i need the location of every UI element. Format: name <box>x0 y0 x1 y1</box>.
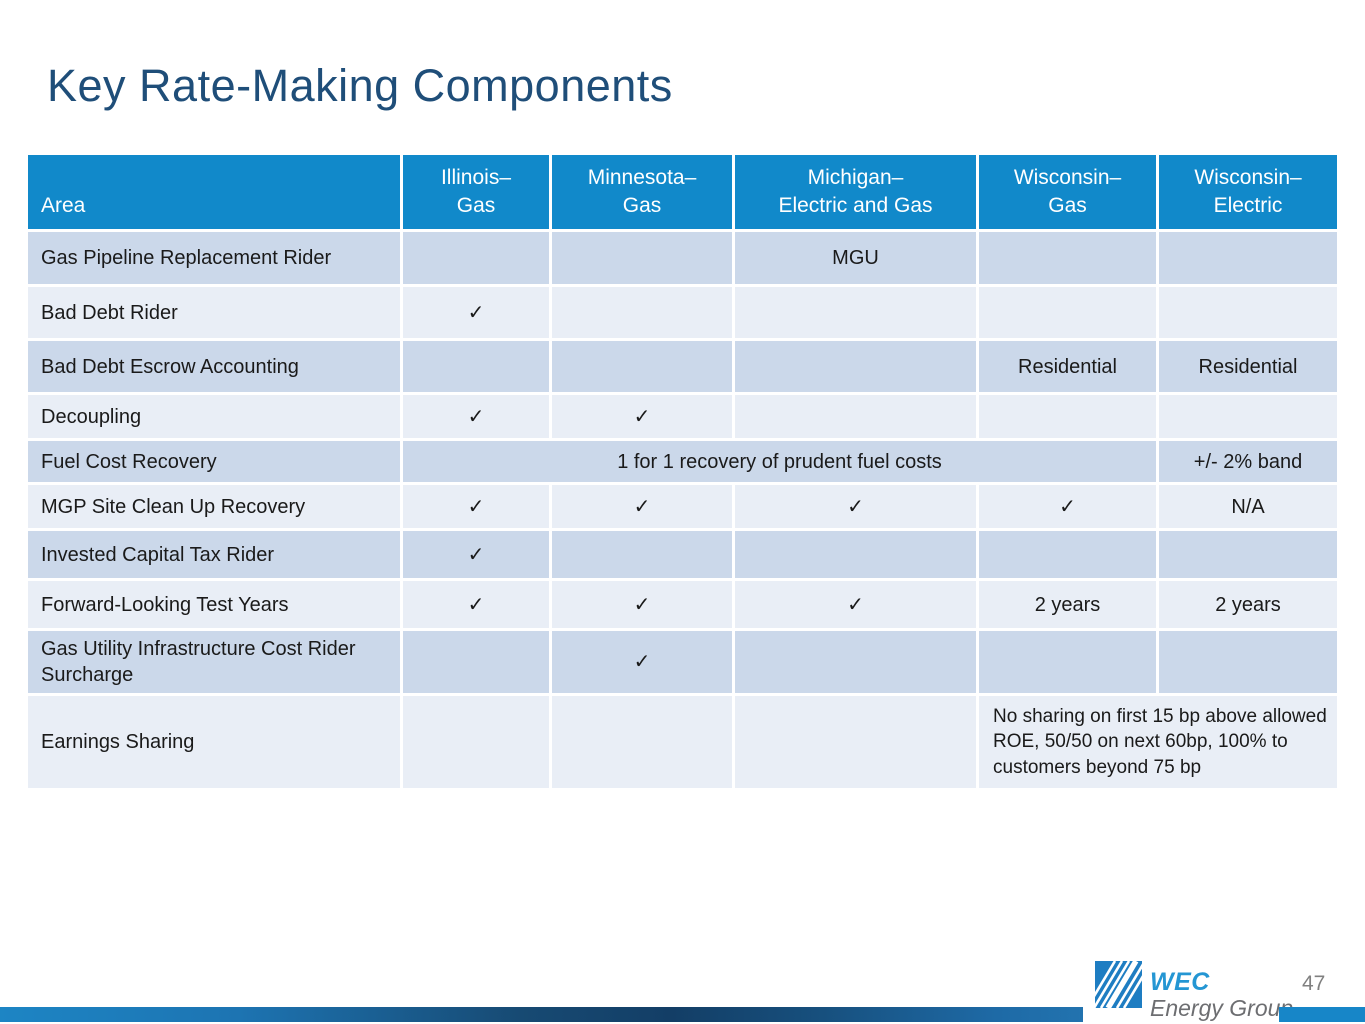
table-cell: MGU <box>735 232 979 287</box>
table-cell: Residential <box>979 341 1159 395</box>
row-label: MGP Site Clean Up Recovery <box>28 485 403 531</box>
row-label: Bad Debt Escrow Accounting <box>28 341 403 395</box>
table-cell <box>735 631 979 696</box>
table-cell: 2 years <box>1159 581 1337 631</box>
table-cell <box>1159 631 1337 696</box>
table-cell: Residential <box>1159 341 1337 395</box>
footer-bar-gradient-segment <box>0 1007 1083 1022</box>
column-header-michigan-electric-gas: Michigan– Electric and Gas <box>735 155 979 232</box>
table-cell <box>735 696 979 791</box>
column-header-minnesota-gas: Minnesota– Gas <box>552 155 735 232</box>
table-cell <box>735 531 979 581</box>
table-cell <box>552 232 735 287</box>
table-cell <box>735 287 979 341</box>
table-row: Earnings Sharing No sharing on first 15 … <box>28 696 1337 791</box>
table-header-row: Area Illinois– Gas Minnesota– Gas Michig… <box>28 155 1337 232</box>
table-row: Fuel Cost Recovery 1 for 1 recovery of p… <box>28 441 1337 485</box>
table-cell: ✓ <box>403 485 552 531</box>
table-cell <box>1159 232 1337 287</box>
table-cell <box>403 341 552 395</box>
column-header-illinois-gas: Illinois– Gas <box>403 155 552 232</box>
table-cell: ✓ <box>979 485 1159 531</box>
table-cell <box>1159 395 1337 441</box>
table-cell: ✓ <box>735 485 979 531</box>
table-row: Bad Debt Rider ✓ <box>28 287 1337 341</box>
wec-energy-group-logo: WEC Energy Group <box>1095 961 1293 1020</box>
page-number: 47 <box>1302 972 1326 995</box>
table-cell <box>1159 287 1337 341</box>
table-cell: ✓ <box>403 287 552 341</box>
footer-accent-bar <box>0 1007 1365 1022</box>
table-cell <box>979 395 1159 441</box>
table-cell: ✓ <box>552 631 735 696</box>
table-cell: +/- 2% band <box>1159 441 1337 485</box>
column-header-wisconsin-electric: Wisconsin– Electric <box>1159 155 1337 232</box>
logo-text: WEC Energy Group <box>1150 961 1293 1020</box>
table-cell <box>735 395 979 441</box>
table-cell: ✓ <box>735 581 979 631</box>
table-cell: ✓ <box>403 581 552 631</box>
table-cell: ✓ <box>552 395 735 441</box>
logo-energy-group-text: Energy Group <box>1150 995 1294 1021</box>
row-label: Gas Utility Infrastructure Cost Rider Su… <box>28 631 403 696</box>
table-cell <box>552 341 735 395</box>
table-row: Gas Utility Infrastructure Cost Rider Su… <box>28 631 1337 696</box>
table-cell: ✓ <box>403 531 552 581</box>
table-row: Forward-Looking Test Years ✓ ✓ ✓ 2 years… <box>28 581 1337 631</box>
rate-components-table: Area Illinois– Gas Minnesota– Gas Michig… <box>28 155 1337 791</box>
table-cell: N/A <box>1159 485 1337 531</box>
table-cell <box>403 696 552 791</box>
column-header-wisconsin-gas: Wisconsin– Gas <box>979 155 1159 232</box>
table-cell <box>979 232 1159 287</box>
table-cell <box>979 531 1159 581</box>
row-label: Gas Pipeline Replacement Rider <box>28 232 403 287</box>
table-row: Gas Pipeline Replacement Rider MGU <box>28 232 1337 287</box>
table-row: Decoupling ✓ ✓ <box>28 395 1337 441</box>
table-cell <box>552 531 735 581</box>
row-label: Forward-Looking Test Years <box>28 581 403 631</box>
table-row: Bad Debt Escrow Accounting Residential R… <box>28 341 1337 395</box>
page-title: Key Rate-Making Components <box>47 60 673 111</box>
table-cell <box>552 696 735 791</box>
footer-bar-right-segment <box>1279 1007 1365 1022</box>
logo-wec-text: WEC <box>1150 968 1210 996</box>
table-cell: ✓ <box>552 485 735 531</box>
table-row: Invested Capital Tax Rider ✓ <box>28 531 1337 581</box>
table-cell <box>735 341 979 395</box>
row-label: Decoupling <box>28 395 403 441</box>
row-label: Fuel Cost Recovery <box>28 441 403 485</box>
column-header-area: Area <box>28 155 403 232</box>
table-cell <box>403 232 552 287</box>
table-cell-merged: 1 for 1 recovery of prudent fuel costs <box>403 441 1159 485</box>
table-row: MGP Site Clean Up Recovery ✓ ✓ ✓ ✓ N/A <box>28 485 1337 531</box>
table-cell <box>403 631 552 696</box>
row-label: Bad Debt Rider <box>28 287 403 341</box>
table-cell <box>552 287 735 341</box>
table-cell: 2 years <box>979 581 1159 631</box>
row-label: Invested Capital Tax Rider <box>28 531 403 581</box>
table-cell <box>1159 531 1337 581</box>
row-label: Earnings Sharing <box>28 696 403 791</box>
wec-logo-mark-icon <box>1095 961 1142 1008</box>
table-cell: ✓ <box>552 581 735 631</box>
table-cell <box>979 631 1159 696</box>
table-cell <box>979 287 1159 341</box>
table-cell-merged: No sharing on first 15 bp above allowed … <box>979 696 1337 791</box>
table-cell: ✓ <box>403 395 552 441</box>
